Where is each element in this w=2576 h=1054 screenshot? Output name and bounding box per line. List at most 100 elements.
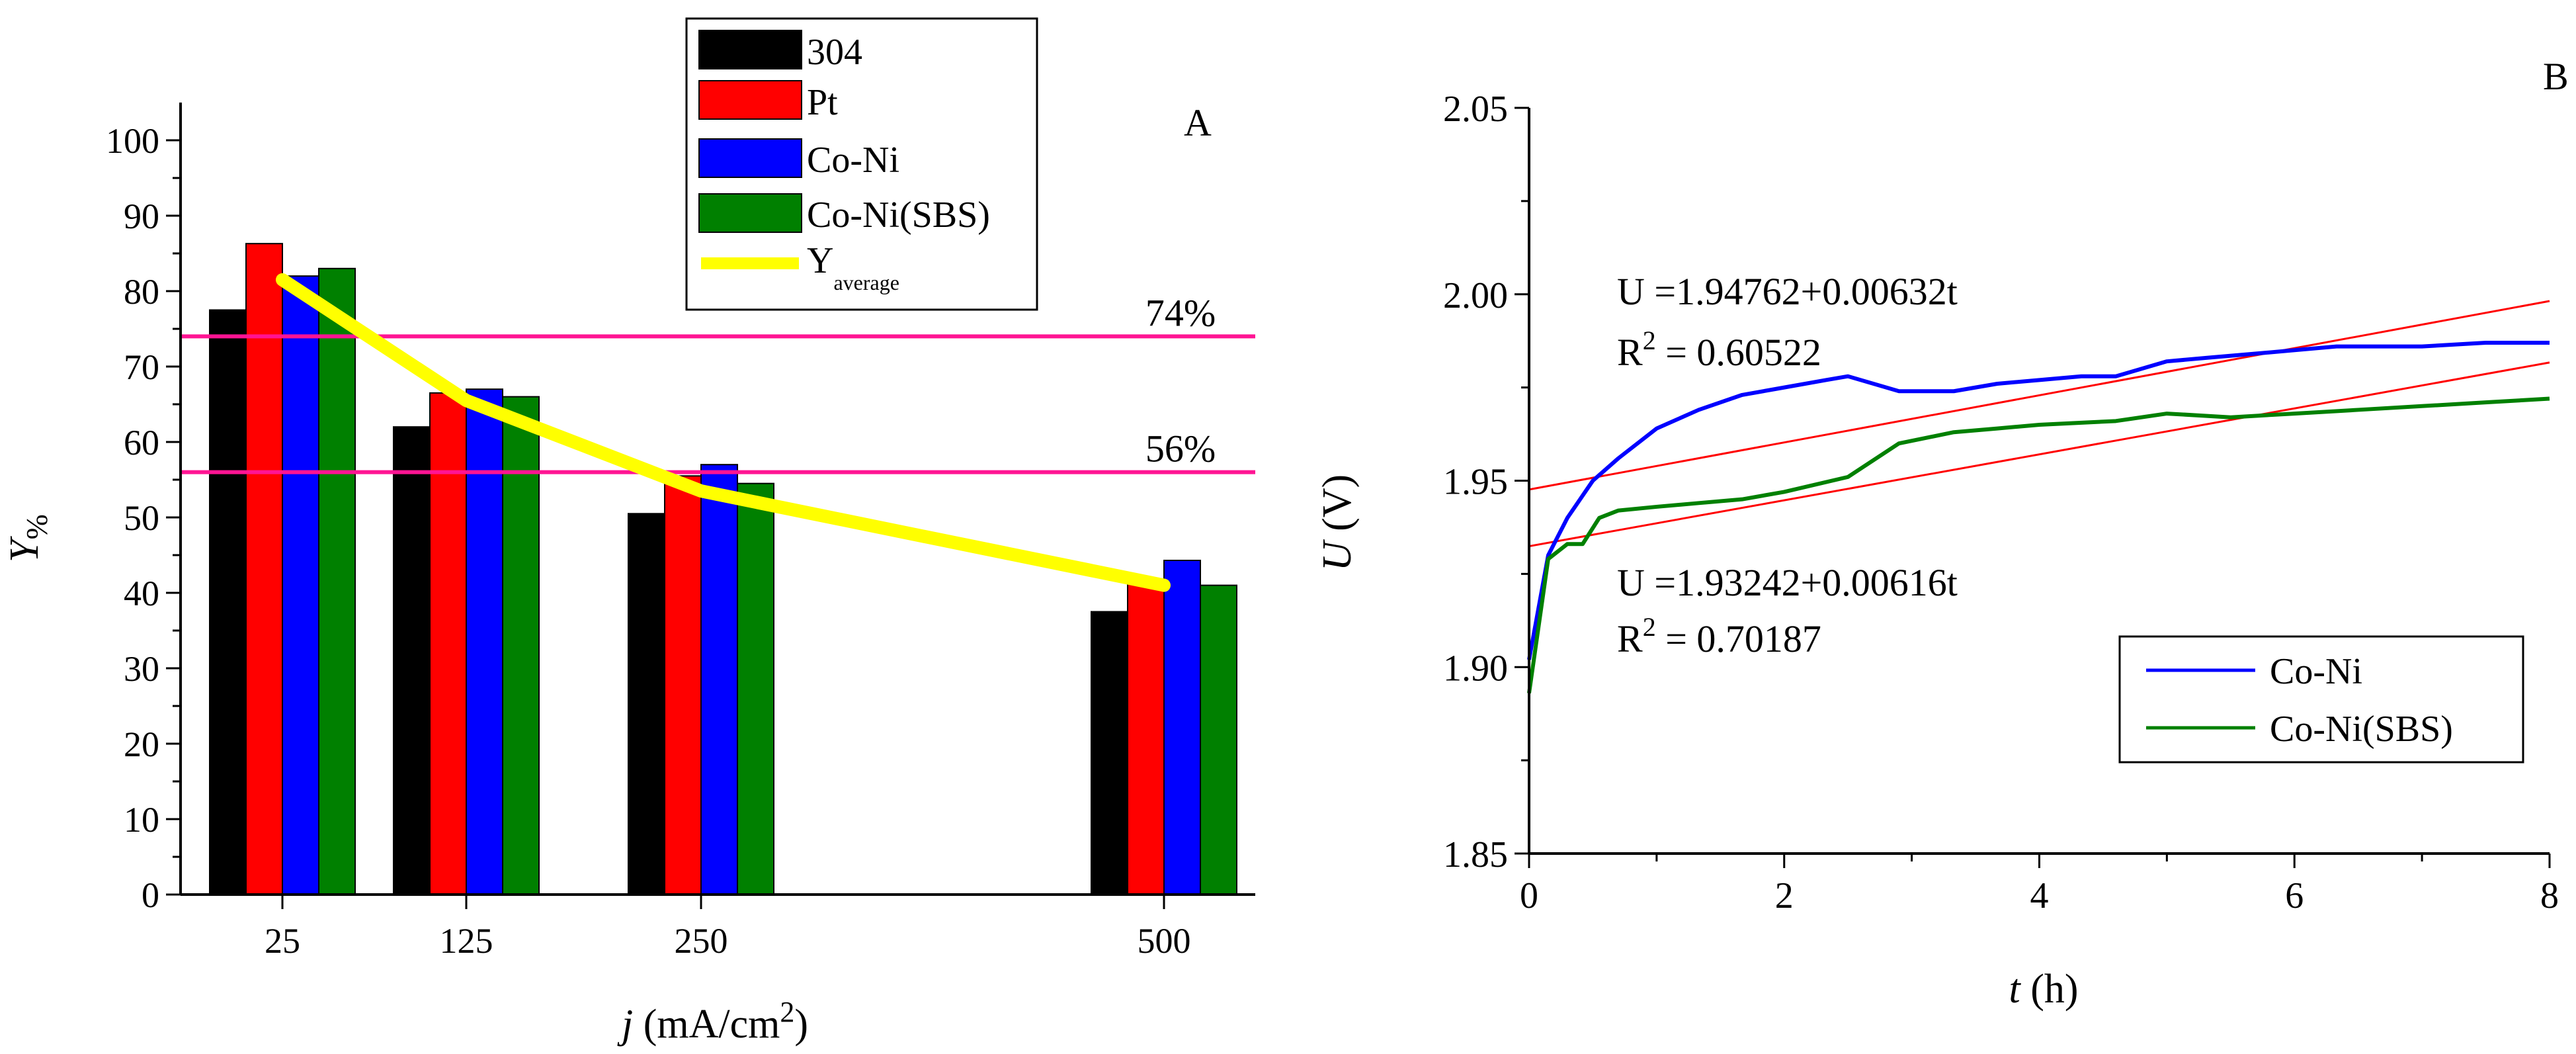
panel-a-x-tick-label: 250 — [675, 921, 728, 961]
panel-a-x-title-italic: j — [617, 1002, 633, 1047]
panel-a-axes — [179, 103, 1255, 896]
panel-a-x-title-sup: 2 — [780, 996, 794, 1028]
panel-a-y-tick-label: 70 — [124, 347, 159, 387]
panel-a-x-axis: 25 125 250 500 — [265, 895, 1191, 961]
panel-b-label: B — [2543, 55, 2569, 98]
panel-b-x-tick-label: 2 — [1775, 875, 1794, 916]
bar-co-ni-25 — [282, 275, 319, 895]
panel-b-x-title-italic: t — [2009, 967, 2021, 1012]
panel-a-average-line — [276, 273, 1171, 592]
bar-304-125 — [393, 426, 431, 895]
bar-co-ni-125 — [466, 388, 503, 895]
panel-a-x-tick-label: 25 — [265, 921, 300, 961]
legend-swatch-co-ni-sbs — [698, 193, 802, 233]
fit-equation-co-ni-sbs: U =1.93242+0.00616t — [1617, 561, 1958, 604]
panel-a-y-title-sub: % — [20, 514, 54, 539]
fit-r2-co-ni-prefix: R — [1617, 331, 1643, 374]
panel-b-x-tick-label: 0 — [1520, 875, 1538, 916]
panel-b-x-axis-title: t (h) — [2009, 967, 2078, 1012]
panel-a-x-tick-label: 500 — [1138, 921, 1191, 961]
panel-a-y-tick-label: 80 — [124, 272, 159, 312]
series-line-co-ni — [1527, 341, 2550, 660]
fit-r2-co-ni-sup: 2 — [1643, 326, 1656, 355]
panel-b-ticks: 1.85 1.90 1.95 2.00 2.05 0 2 4 6 8 — [1443, 89, 2559, 916]
bar-co-ni-sbs-250 — [737, 482, 774, 895]
legend-swatch-co-ni — [698, 138, 802, 178]
reference-label-74: 74% — [1145, 291, 1216, 334]
panel-b-y-title-italic: U — [1315, 539, 1360, 571]
fit-r2-co-ni-sbs-sup: 2 — [1643, 612, 1656, 642]
panel-a-y-axis-title: Y% — [2, 514, 54, 562]
legend-y-average-sub: average — [833, 271, 899, 294]
y-average-line — [276, 273, 1171, 592]
bar-pt-125 — [429, 392, 467, 895]
panel-a-y-tick-label: 60 — [124, 423, 159, 462]
panel-b-legend-box — [2118, 635, 2524, 764]
bar-pt-25 — [245, 243, 283, 895]
panel-b-y-tick-label: 2.00 — [1443, 275, 1508, 316]
fit-line-1 — [1528, 361, 2550, 548]
panel-a-y-axis: 0 10 20 30 40 50 60 70 80 90 100 — [106, 121, 181, 915]
bar-co-ni-sbs-25 — [318, 267, 356, 895]
panel-a-x-axis-title: j (mA/cm2) — [617, 996, 808, 1047]
panel-b-y-tick-label: 1.95 — [1443, 462, 1508, 503]
panel-b-x-tick-label: 8 — [2540, 875, 2559, 916]
panel-a: 0 10 20 30 40 50 60 70 80 90 100 74% 56% 25 125 250 50… — [2, 17, 1255, 1047]
series-line-co-ni-sbs — [1527, 396, 2550, 694]
fit-line-0 — [1528, 300, 2550, 491]
bar-co-ni-sbs-125 — [502, 396, 540, 895]
reference-label-56: 56% — [1145, 427, 1216, 470]
panel-a-legend: 304 Pt Co-Ni Co-Ni(SBS) Yaverage — [685, 17, 1038, 311]
bar-co-ni-sbs-500 — [1200, 584, 1237, 895]
fit-r2-co-ni-sbs-value: = 0.70187 — [1656, 617, 1821, 660]
bar-co-ni-250 — [700, 464, 738, 895]
panel-b-series — [1527, 341, 2550, 694]
panel-a-y-tick-label: 20 — [124, 725, 159, 764]
panel-b: 1.851.901.952.002.050 2 4 6 8 B U (V) t (h) … — [1315, 55, 2569, 1012]
legend-label-b-co-ni-sbs: Co-Ni(SBS) — [2270, 709, 2453, 750]
fit-r2-co-ni: R2 = 0.60522 — [1617, 326, 1821, 374]
bar-304-500 — [1091, 611, 1128, 895]
panel-b-x-tick-label: 6 — [2285, 875, 2304, 916]
panel-a-y-tick-label: 0 — [142, 875, 159, 915]
panel-a-y-tick-label: 50 — [124, 498, 159, 538]
fit-r2-co-ni-value: = 0.60522 — [1656, 331, 1821, 374]
legend-label-b-co-ni: Co-Ni — [2270, 651, 2362, 692]
bar-304-25 — [209, 309, 247, 895]
legend-y-average-main: Y — [807, 240, 833, 281]
panel-b-y-tick-label: 1.90 — [1443, 648, 1508, 689]
panel-b-y-tick-label: 2.05 — [1443, 89, 1508, 130]
legend-swatch-304 — [698, 30, 802, 69]
panel-b-x-tick-label: 4 — [2030, 875, 2049, 916]
fit-equation-co-ni: U =1.94762+0.00632t — [1617, 270, 1958, 313]
panel-b-fit-lines — [1528, 300, 2550, 548]
panel-a-x-title-text: (mA/cm — [633, 1002, 780, 1047]
panel-a-x-title-close: ) — [794, 1002, 808, 1047]
panel-b-y-title-text: (V) — [1315, 474, 1360, 542]
panel-a-y-tick-label: 30 — [124, 649, 159, 689]
panel-a-label: A — [1184, 101, 1212, 144]
panel-a-x-tick-label: 125 — [440, 921, 493, 961]
panel-a-y-title-main: Y — [2, 536, 47, 562]
bar-pt-500 — [1127, 580, 1165, 896]
legend-label-pt: Pt — [807, 82, 838, 123]
panel-b-y-tick-label: 1.85 — [1443, 834, 1508, 875]
fit-r2-co-ni-sbs-prefix: R — [1617, 617, 1643, 660]
legend-label-co-ni: Co-Ni — [807, 140, 899, 181]
bar-304-250 — [628, 513, 665, 895]
panel-b-y-axis-title: U (V) — [1315, 474, 1360, 571]
legend-label-y-average: Yaverage — [807, 240, 899, 294]
bar-pt-250 — [664, 475, 702, 895]
panel-a-y-tick-label: 100 — [106, 121, 159, 161]
bar-co-ni-500 — [1163, 559, 1201, 895]
legend-label-304: 304 — [807, 32, 862, 73]
panel-a-y-tick-label: 40 — [124, 574, 159, 613]
legend-swatch-pt — [698, 80, 802, 120]
panel-b-legend: Co-Ni Co-Ni(SBS) — [2118, 635, 2524, 764]
fit-r2-co-ni-sbs: R2 = 0.70187 — [1617, 612, 1821, 660]
panel-a-y-tick-label: 10 — [124, 800, 159, 840]
panel-a-y-tick-label: 90 — [124, 197, 159, 236]
panel-b-x-title-text: (h) — [2020, 967, 2079, 1012]
legend-label-co-ni-sbs: Co-Ni(SBS) — [807, 195, 990, 236]
